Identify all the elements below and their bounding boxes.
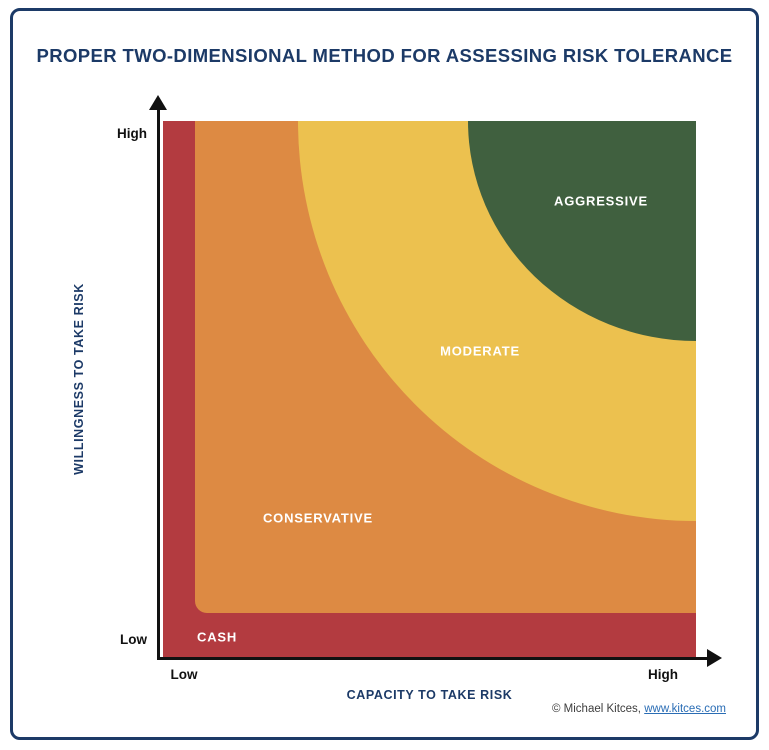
footer-credit: © Michael Kitces, www.kitces.com: [552, 703, 726, 715]
y-axis-arrow-icon: [149, 95, 167, 110]
kitces-link[interactable]: www.kitces.com: [644, 703, 726, 715]
y-tick-low: Low: [120, 632, 147, 647]
x-axis-arrow-icon: [707, 649, 722, 667]
x-axis-line: [157, 657, 709, 660]
region-label-cash: CASH: [197, 629, 238, 645]
y-axis-line: [157, 109, 160, 659]
chart-frame: PROPER TWO-DIMENSIONAL METHOD FOR ASSESS…: [10, 8, 759, 740]
x-tick-low: Low: [170, 667, 198, 682]
region-label-moderate: MODERATE: [440, 343, 520, 359]
credit-text: © Michael Kitces,: [552, 703, 645, 715]
region-label-conservative: CONSERVATIVE: [262, 510, 374, 526]
plot-area: CASH CONSERVATIVE MODERATE AGGRESSIVE: [163, 121, 696, 659]
y-axis-title: WILLINGNESS TO TAKE RISK: [72, 283, 86, 475]
x-tick-high: High: [648, 667, 678, 682]
region-label-aggressive: AGGRESSIVE: [554, 193, 648, 209]
y-tick-high: High: [117, 126, 147, 141]
chart-title: PROPER TWO-DIMENSIONAL METHOD FOR ASSESS…: [36, 45, 733, 66]
x-axis-title: CAPACITY TO TAKE RISK: [346, 688, 513, 702]
